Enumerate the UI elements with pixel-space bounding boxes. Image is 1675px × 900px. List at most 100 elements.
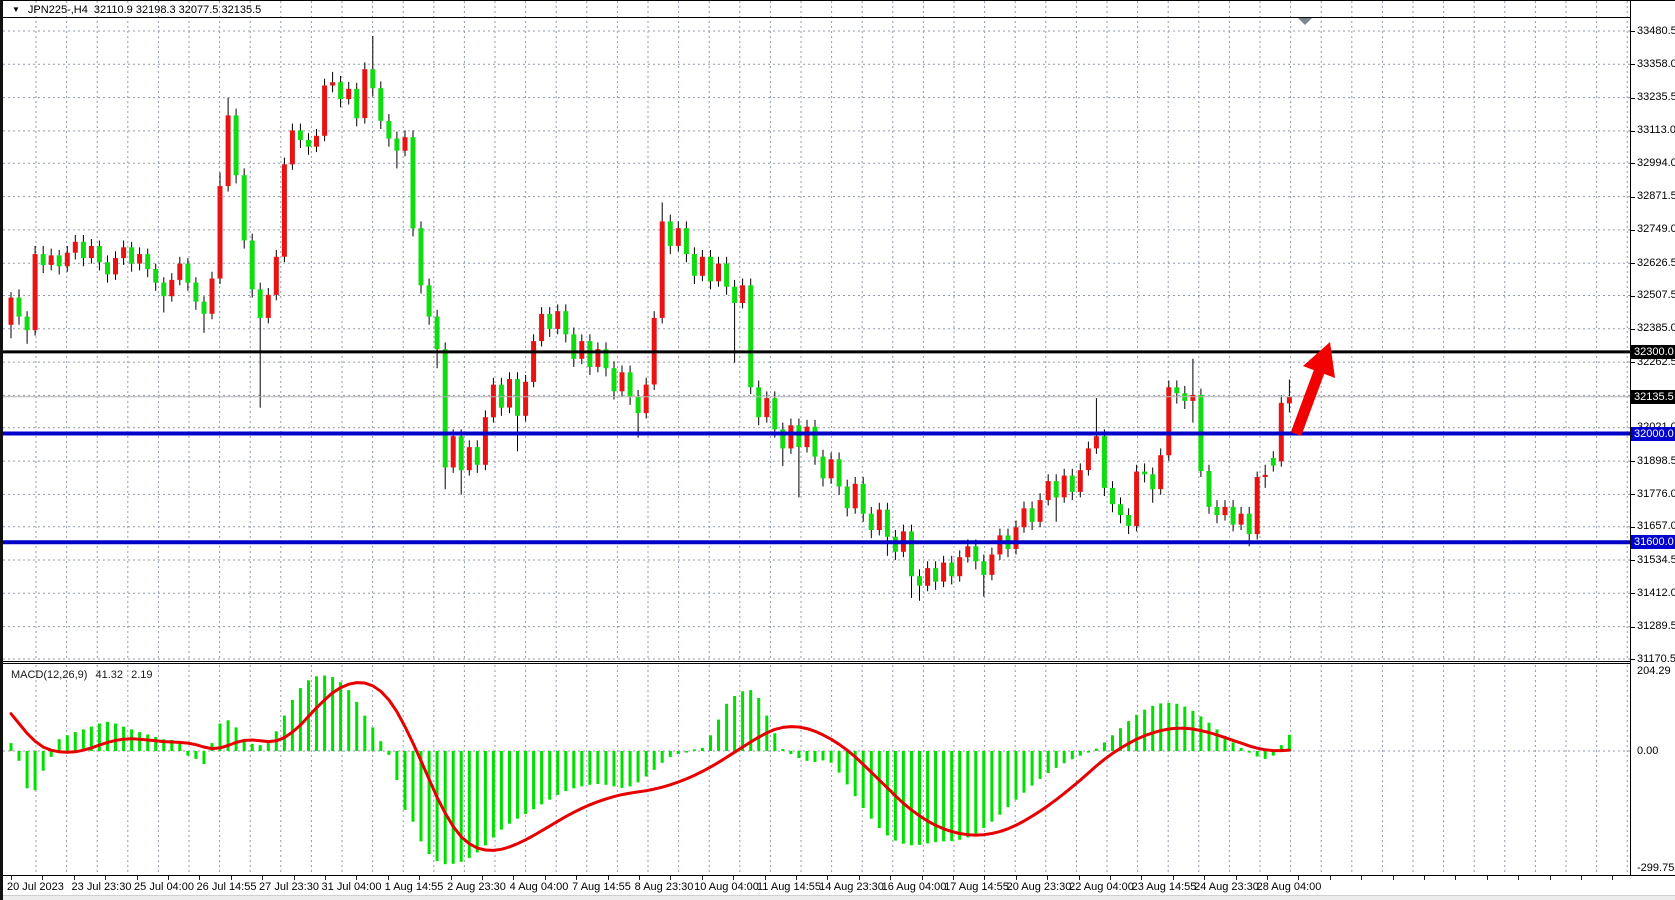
candle — [868, 513, 874, 530]
price-tick — [1631, 64, 1635, 66]
candle — [740, 285, 746, 303]
candle — [1222, 506, 1228, 516]
price-tick — [1631, 526, 1635, 528]
time-tick — [890, 876, 892, 880]
candle — [273, 256, 279, 295]
candle — [1206, 471, 1212, 507]
price-badge-31600.0: 31600.0 — [1631, 535, 1675, 550]
price-axis[interactable]: 33480.5 33358.0 33235.5 33113.0 32994.0 32871… — [1630, 1, 1675, 875]
candle — [1230, 506, 1236, 525]
candle — [828, 459, 834, 479]
candle — [965, 546, 971, 558]
candle — [515, 379, 520, 416]
time-label: 23 Aug 14:55 — [1131, 881, 1197, 893]
price-badge-32000.0: 32000.0 — [1631, 426, 1675, 441]
time-tick — [1486, 876, 1488, 880]
price-tick — [1631, 560, 1635, 561]
time-tick — [1267, 876, 1268, 880]
price-label: 32871.5 — [1637, 190, 1675, 203]
candle — [1110, 487, 1115, 505]
time-tick — [1518, 876, 1520, 880]
price-tick — [1631, 229, 1635, 231]
time-tick — [356, 876, 358, 880]
time-tick — [1204, 876, 1206, 880]
candle — [281, 164, 287, 257]
price-tick — [1631, 362, 1635, 364]
chevron-down-icon[interactable]: ▼ — [12, 5, 20, 14]
time-tick — [513, 876, 515, 880]
time-tick — [1392, 876, 1394, 880]
candle — [756, 387, 762, 418]
price-label: 33358.0 — [1637, 57, 1675, 70]
candle — [724, 263, 730, 287]
candle — [386, 120, 392, 139]
candle — [1246, 513, 1252, 535]
candle — [539, 313, 545, 342]
candle — [217, 186, 223, 279]
candle — [434, 316, 440, 350]
price-label: 31170.5 — [1637, 652, 1675, 665]
candle — [949, 562, 955, 577]
time-tick — [1298, 876, 1300, 880]
time-axis[interactable]: 20 Jul 2023 23 Jul 23:30 25 Jul 04:00 26 Ju… — [3, 875, 1675, 900]
candle — [482, 417, 488, 465]
time-tick — [482, 876, 483, 880]
candle — [587, 341, 593, 367]
candle — [595, 349, 601, 367]
candle — [450, 436, 456, 468]
candle — [699, 256, 705, 276]
shift-marker-icon[interactable] — [1298, 18, 1312, 25]
candle — [1150, 474, 1156, 490]
time-tick — [701, 876, 703, 880]
time-tick — [1329, 876, 1331, 880]
candle — [1174, 387, 1180, 394]
time-label: 24 Aug 23:30 — [1194, 881, 1259, 893]
candle — [555, 311, 561, 329]
panel-divider[interactable] — [3, 661, 1675, 664]
candle — [941, 562, 947, 582]
time-tick — [293, 876, 295, 880]
candle — [56, 255, 62, 267]
time-label: 25 Jul 04:00 — [134, 881, 194, 893]
time-tick — [1110, 876, 1111, 880]
candle — [8, 297, 14, 325]
candle — [193, 282, 199, 302]
candle — [346, 88, 352, 100]
symbol-selector[interactable]: ▼ JPN225-,H4 32110.9 32198.3 32077.5 321… — [12, 3, 261, 16]
candle — [378, 88, 384, 121]
candle — [860, 483, 866, 514]
time-tick — [639, 876, 640, 880]
candle — [233, 115, 239, 176]
candle — [981, 561, 987, 575]
time-label: 17 Aug 14:55 — [944, 881, 1009, 893]
price-tick — [1631, 31, 1635, 32]
time-tick — [764, 876, 766, 880]
macd-signal-line — [9, 681, 1291, 852]
candle — [1286, 396, 1292, 404]
candle — [161, 282, 167, 297]
candle — [619, 372, 625, 392]
candle — [105, 262, 110, 275]
candle — [362, 69, 368, 119]
candle — [498, 384, 504, 408]
macd-signal-value: 2.19 — [131, 669, 153, 681]
candle — [354, 88, 360, 119]
candle — [121, 247, 127, 259]
up-arrow-annotation[interactable] — [1290, 342, 1335, 436]
candle — [265, 294, 271, 318]
time-tick — [42, 876, 44, 880]
candle — [153, 269, 159, 283]
price-tick — [1631, 626, 1635, 628]
candle — [137, 254, 143, 264]
price-tick — [1631, 97, 1635, 99]
candle — [1166, 387, 1172, 456]
candle — [249, 240, 255, 290]
price-tick — [1631, 163, 1635, 165]
candle — [129, 247, 135, 264]
candle — [1061, 475, 1067, 498]
candle — [1085, 448, 1091, 471]
candle — [716, 263, 721, 282]
time-tick — [230, 876, 232, 880]
candle — [917, 576, 922, 586]
time-label: 28 Aug 04:00 — [1256, 881, 1322, 893]
